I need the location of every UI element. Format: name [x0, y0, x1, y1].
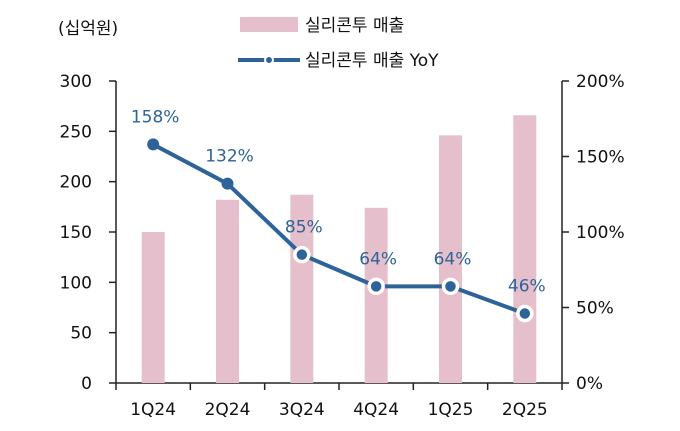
x-tick-label: 3Q24 — [279, 400, 325, 420]
yoy-line-path — [152, 142, 526, 316]
bar — [216, 199, 239, 383]
right-tick-label: 0% — [576, 374, 603, 394]
left-tick-label: 150 — [60, 223, 92, 243]
right-tick-label: 150% — [576, 148, 625, 168]
x-tick-label: 4Q24 — [353, 400, 399, 420]
x-tick-label: 2Q25 — [502, 400, 548, 420]
left-tick-label: 300 — [60, 72, 92, 92]
bar — [439, 135, 462, 383]
right-axis: 0% 50% 100% 150% 200% — [561, 72, 625, 394]
unit-label: (십억원) — [58, 19, 118, 39]
right-tick-label: 100% — [576, 223, 625, 243]
x-tick-label: 1Q24 — [130, 400, 176, 420]
legend-bar-swatch — [240, 17, 298, 32]
yoy-data-label: 158% — [131, 107, 180, 127]
bar — [141, 232, 165, 383]
yoy-data-label: 132% — [205, 147, 254, 167]
x-axis: 1Q24 2Q24 3Q24 4Q24 1Q25 2Q25 — [115, 382, 563, 420]
yoy-data-label: 64% — [434, 249, 472, 269]
bar — [290, 194, 314, 383]
yoy-point — [293, 245, 311, 264]
left-tick-label: 0 — [81, 374, 92, 394]
right-tick-label: 50% — [576, 299, 614, 319]
yoy-point — [221, 177, 234, 190]
legend-line-marker — [264, 55, 274, 65]
legend-bar-label: 실리콘투 매출 — [305, 16, 404, 36]
left-tick-label: 100 — [60, 273, 92, 293]
bar — [364, 207, 388, 383]
yoy-data-label: 64% — [359, 249, 397, 269]
legend-line-label: 실리콘투 매출 YoY — [305, 51, 439, 71]
left-tick-label: 250 — [60, 122, 92, 142]
yoy-data-labels: 158% 132% 85% 64% 64% 46% — [131, 107, 546, 296]
yoy-data-label: 46% — [508, 277, 546, 297]
bar — [513, 115, 537, 383]
yoy-data-label: 85% — [285, 218, 323, 238]
x-tick-label: 1Q25 — [428, 400, 474, 420]
yoy-point — [367, 277, 385, 296]
legend: 실리콘투 매출 실리콘투 매출 YoY — [238, 16, 439, 71]
left-axis: 0 50 100 150 200 250 300 — [60, 72, 117, 394]
bars — [141, 115, 537, 383]
left-tick-label: 200 — [60, 173, 92, 193]
right-tick-label: 200% — [576, 72, 625, 92]
x-tick-label: 2Q24 — [205, 400, 251, 420]
yoy-line — [147, 138, 534, 323]
left-tick-label: 50 — [70, 324, 92, 344]
yoy-point — [147, 138, 160, 151]
yoy-point — [516, 304, 534, 323]
yoy-point — [441, 277, 460, 296]
